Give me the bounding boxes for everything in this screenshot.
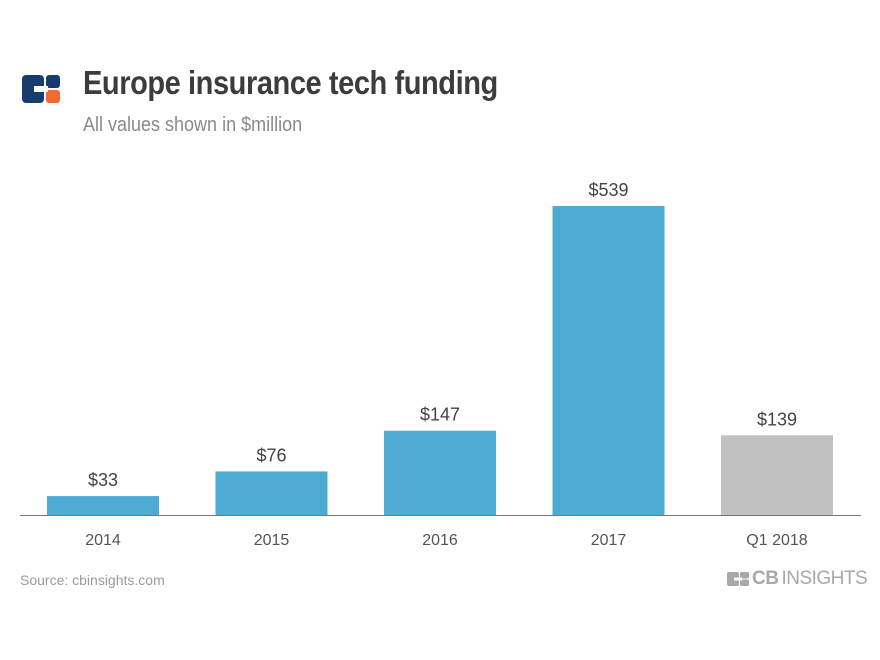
x-tick-label: 2015: [254, 532, 290, 549]
x-tick-label: 2014: [85, 532, 121, 549]
chart-title: Europe insurance tech funding: [83, 64, 498, 101]
brand-light: INSIGHTS: [781, 568, 868, 589]
bar-2016: [384, 430, 496, 515]
data-label: $33: [88, 470, 118, 490]
bar-q1-2018: [721, 435, 833, 515]
chart-subtitle: All values shown in $million: [83, 114, 303, 136]
brand-logo-icon: [727, 572, 749, 586]
brand-logo: CB INSIGHTS: [727, 568, 868, 590]
bar-2015: [215, 471, 328, 515]
data-label: $139: [757, 409, 797, 429]
source-note: Source: cbinsights.com: [20, 572, 165, 588]
data-label: $147: [420, 405, 460, 425]
brand-bold: CB: [752, 568, 779, 589]
x-tick-label: 2017: [591, 532, 627, 549]
cb-insights-logo-icon: [22, 75, 60, 103]
bar-2014: [47, 496, 159, 515]
x-tick-label: Q1 2018: [746, 532, 807, 549]
x-tick-label: 2016: [422, 532, 458, 549]
data-label: $76: [256, 445, 286, 465]
bar-2017: [552, 206, 665, 515]
data-label: $539: [588, 180, 628, 200]
